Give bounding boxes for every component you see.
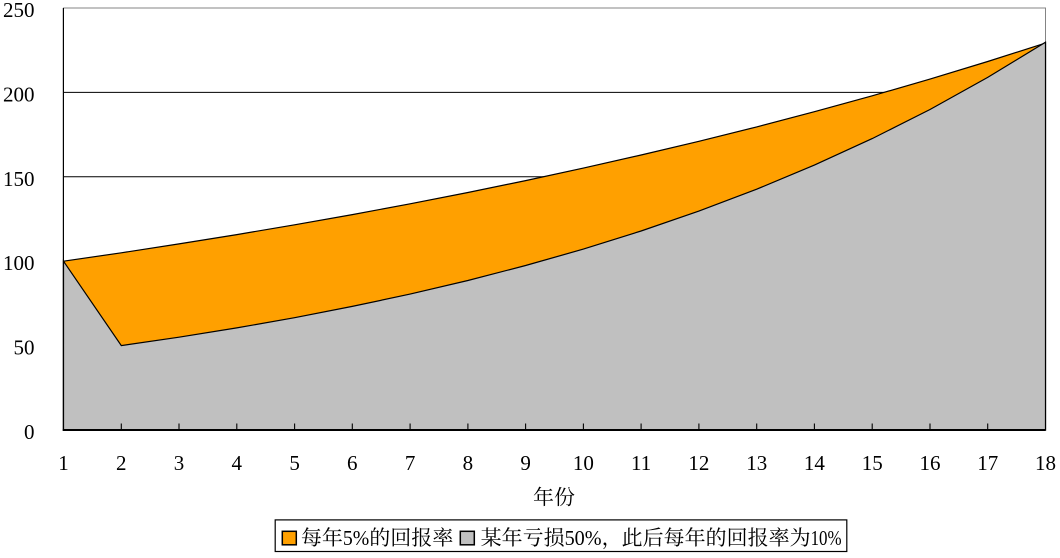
svg-text:250: 250 xyxy=(3,0,35,22)
svg-text:11: 11 xyxy=(631,451,651,475)
svg-text:4: 4 xyxy=(232,451,243,475)
svg-text:8: 8 xyxy=(463,451,474,475)
svg-text:2: 2 xyxy=(116,451,127,475)
svg-text:0: 0 xyxy=(24,420,35,444)
svg-text:50: 50 xyxy=(14,336,35,360)
svg-text:16: 16 xyxy=(920,451,941,475)
svg-text:5: 5 xyxy=(289,451,300,475)
svg-text:17: 17 xyxy=(977,451,998,475)
svg-text:12: 12 xyxy=(688,451,709,475)
svg-text:5%: 5% xyxy=(343,526,369,550)
svg-text:7: 7 xyxy=(405,451,416,475)
svg-text:50%: 50% xyxy=(565,526,602,550)
svg-text:200: 200 xyxy=(3,82,35,106)
svg-text:14: 14 xyxy=(804,451,826,475)
svg-text:10: 10 xyxy=(573,451,594,475)
svg-text:6: 6 xyxy=(347,451,358,475)
svg-text:15: 15 xyxy=(862,451,883,475)
svg-text:18: 18 xyxy=(1035,451,1056,475)
svg-text:13: 13 xyxy=(746,451,767,475)
svg-text:150: 150 xyxy=(3,167,35,191)
svg-text:3: 3 xyxy=(174,451,185,475)
svg-text:9: 9 xyxy=(520,451,531,475)
svg-text:100: 100 xyxy=(3,251,35,275)
svg-text:1: 1 xyxy=(58,451,69,475)
svg-text:10%: 10% xyxy=(811,526,842,550)
